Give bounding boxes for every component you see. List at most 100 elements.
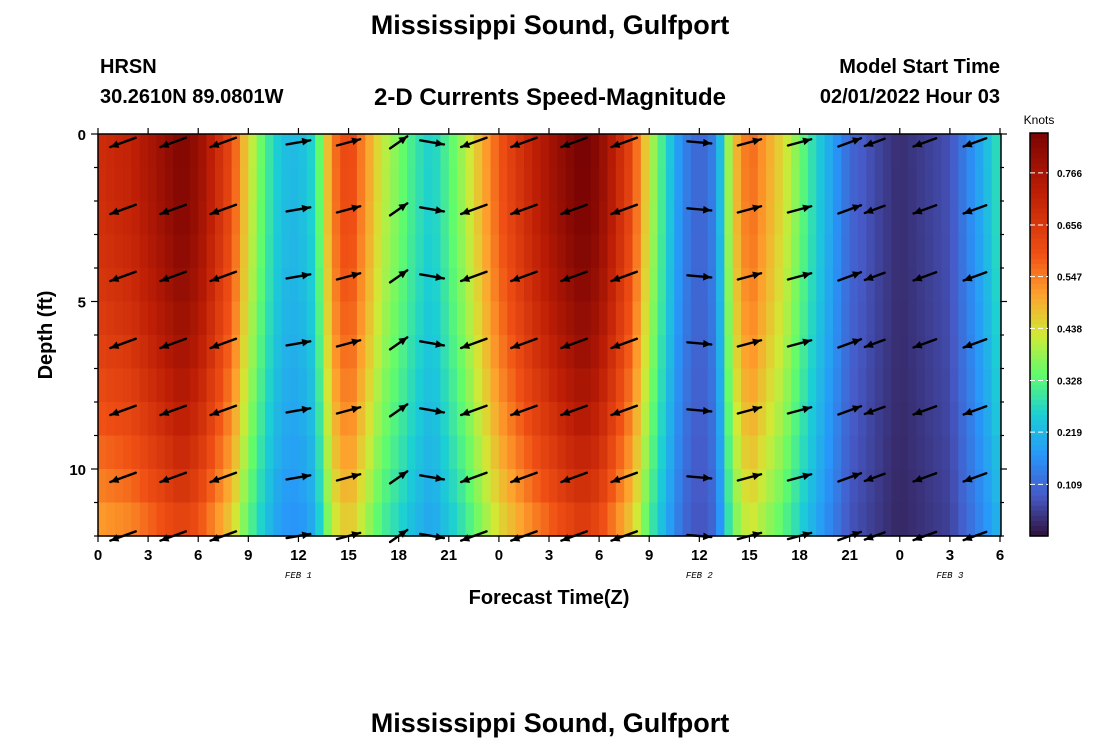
current-vector-arrow [786, 338, 813, 348]
heatmap-cell [724, 502, 734, 537]
heatmap-cell [281, 502, 291, 537]
heatmap-cell [173, 435, 183, 470]
heatmap-cell [532, 402, 542, 437]
current-vector-arrow [962, 405, 988, 416]
heatmap-cell [874, 167, 884, 202]
heatmap-cell [98, 167, 107, 202]
heatmap-cell [331, 234, 341, 269]
heatmap-cell [849, 402, 859, 437]
heatmap-cell [407, 402, 416, 437]
heatmap-cell [515, 335, 525, 370]
heatmap-cell [924, 335, 934, 370]
heatmap-cell [657, 402, 667, 437]
heatmap-cell [490, 502, 500, 537]
heatmap-cell [974, 167, 984, 202]
current-vector-arrow [419, 139, 446, 147]
heatmap-cell [432, 435, 442, 470]
heatmap-cell [231, 402, 241, 437]
heatmap-cell [716, 268, 725, 303]
heatmap-cell [832, 402, 842, 437]
current-vector-arrow [285, 472, 312, 481]
heatmap-cell [348, 234, 358, 269]
x-tick-label: 15 [340, 547, 357, 564]
heatmap-cell [983, 402, 993, 437]
heatmap-cell [131, 469, 141, 504]
heatmap-cell [148, 502, 158, 537]
colorbar-segment [1030, 289, 1048, 295]
heatmap-cell [148, 368, 158, 403]
heatmap-cell [657, 201, 667, 236]
heatmap-cell [649, 201, 659, 236]
heatmap-cell [557, 502, 567, 537]
heatmap-cell [323, 134, 333, 169]
heatmap-cell [256, 502, 266, 537]
heatmap-cell [766, 134, 776, 169]
heatmap-cell [498, 301, 508, 336]
heatmap-cell [707, 301, 717, 336]
heatmap-cell [690, 201, 700, 236]
heatmap-cell [632, 167, 642, 202]
heatmap-cell [607, 368, 617, 403]
current-vector-arrow [560, 337, 588, 350]
colorbar-segment [1030, 445, 1048, 451]
heatmap-cell [498, 201, 508, 236]
colorbar-segment [1030, 183, 1048, 190]
heatmap-cell [891, 234, 901, 269]
heatmap-cell [373, 335, 383, 370]
current-vector-arrow [736, 137, 763, 147]
heatmap-cell [615, 335, 625, 370]
heatmap-cell [799, 368, 809, 403]
heatmap-cell [281, 469, 291, 504]
heatmap-cell [164, 335, 174, 370]
heatmap-cell [674, 268, 684, 303]
heatmap-cell [974, 469, 984, 504]
heatmap-cell [565, 435, 575, 470]
heatmap-cell [732, 201, 742, 236]
heatmap-cell [373, 167, 383, 202]
heatmap-cell [816, 335, 826, 370]
x-tick-label: 12 [691, 547, 708, 564]
heatmap-cell [331, 268, 341, 303]
heatmap-cell [139, 368, 149, 403]
heatmap-cell [123, 234, 133, 269]
heatmap-cell [532, 368, 542, 403]
heatmap-cell [106, 201, 116, 236]
colorbar-tick-label: 0.766 [1057, 169, 1082, 180]
heatmap-cell [849, 201, 859, 236]
heatmap-cell [256, 268, 266, 303]
heatmap-cell [749, 301, 759, 336]
heatmap-cell [640, 234, 650, 269]
heatmap-cell [231, 301, 241, 336]
heatmap-cell [624, 502, 634, 537]
heatmap-cell [774, 167, 784, 202]
heatmap-cell [415, 201, 425, 236]
heatmap-cell [766, 301, 776, 336]
colorbar-segment [1030, 435, 1048, 441]
heatmap-cell [348, 301, 358, 336]
heatmap-cell [599, 435, 609, 470]
heatmap-cell [523, 201, 533, 236]
heatmap-cell [757, 402, 767, 437]
heatmap-cell [832, 134, 842, 169]
heatmap-cell [941, 368, 951, 403]
heatmap-cell [958, 335, 968, 370]
heatmap-cell [156, 201, 166, 236]
heatmap-cell [390, 234, 400, 269]
heatmap-cell [181, 167, 191, 202]
heatmap-cell [415, 402, 425, 437]
heatmap-cell [966, 335, 976, 370]
heatmap-cell [724, 435, 734, 470]
heatmap-cell [156, 435, 166, 470]
current-vector-arrow [419, 474, 446, 482]
heatmap-cell [423, 402, 433, 437]
current-vector-arrow [159, 270, 188, 283]
heatmap-cell [774, 368, 784, 403]
heatmap-cell [883, 268, 893, 303]
current-vector-arrow [159, 404, 188, 417]
heatmap-cell [841, 435, 851, 470]
heatmap-cell [657, 469, 667, 504]
heatmap-cell [716, 335, 725, 370]
colorbar-segment [1030, 158, 1048, 164]
heatmap-cell [590, 502, 600, 537]
y-tick-label: 10 [69, 462, 86, 479]
